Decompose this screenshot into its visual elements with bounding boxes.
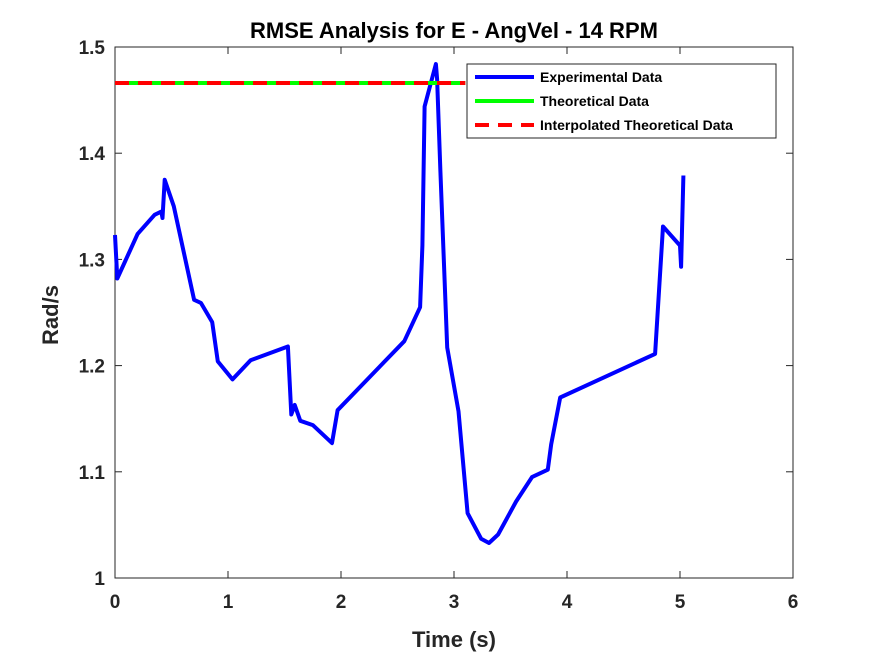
x-tick-label: 6 — [788, 592, 799, 613]
x-tick-label: 2 — [336, 592, 347, 613]
y-tick-label: 1.5 — [79, 38, 106, 59]
legend-label: Interpolated Theoretical Data — [540, 117, 733, 133]
x-tick-label: 0 — [110, 592, 121, 613]
x-tick-label: 4 — [562, 592, 573, 613]
x-tick-label: 3 — [449, 592, 460, 613]
legend: Experimental Data Theoretical Data Interpo… — [466, 63, 777, 139]
series-layer — [113, 62, 686, 545]
x-axis-ticks: 0 1 2 3 4 5 6 — [110, 47, 799, 613]
y-tick-label: 1.2 — [79, 357, 105, 378]
chart-title: RMSE Analysis for E - AngVel - 14 RPM — [250, 18, 658, 43]
y-tick-label: 1.3 — [79, 250, 105, 271]
y-tick-label: 1.4 — [79, 144, 106, 165]
y-axis-label: Rad/s — [38, 285, 63, 345]
x-axis-label: Time (s) — [412, 627, 496, 652]
legend-label: Experimental Data — [540, 69, 662, 85]
y-tick-label: 1 — [94, 569, 105, 590]
series-line-experimental-data — [113, 62, 686, 545]
x-tick-label: 5 — [675, 592, 686, 613]
y-tick-label: 1.1 — [79, 463, 106, 484]
x-tick-label: 1 — [223, 592, 234, 613]
legend-label: Theoretical Data — [540, 93, 649, 109]
y-axis-ticks: 1 1.1 1.2 1.3 1.4 1.5 — [79, 38, 793, 590]
